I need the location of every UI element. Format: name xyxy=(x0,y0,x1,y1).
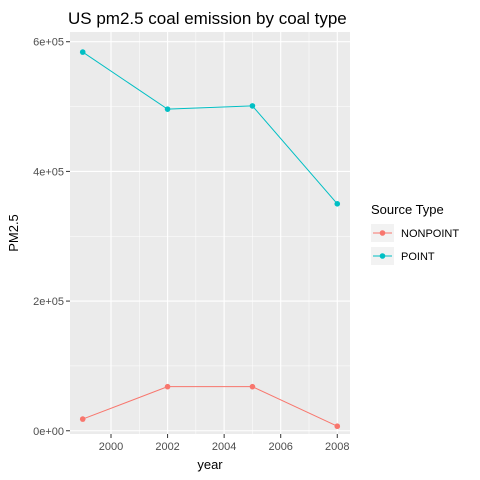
data-point-nonpoint xyxy=(164,383,171,390)
data-point-point xyxy=(249,103,256,109)
data-point-point xyxy=(79,49,86,55)
legend-item-point: POINT xyxy=(371,247,435,265)
x-tick-label: 2002 xyxy=(155,441,179,453)
x-axis-title: year xyxy=(197,457,223,472)
y-axis-title: PM2.5 xyxy=(6,214,21,252)
chart-title: US pm2.5 coal emission by coal type xyxy=(68,9,347,28)
x-tick-label: 2006 xyxy=(268,441,292,453)
y-tick-label: 0e+00 xyxy=(33,426,64,438)
legend: Source Type NONPOINT POINT xyxy=(371,202,459,265)
legend-label-nonpoint: NONPOINT xyxy=(401,228,459,240)
legend-point-nonpoint xyxy=(379,230,386,236)
x-tick-label: 2000 xyxy=(99,441,123,453)
data-point-point xyxy=(164,106,171,112)
y-tick-label: 6e+05 xyxy=(33,37,64,49)
series-line-point xyxy=(82,51,338,205)
legend-title: Source Type xyxy=(371,202,444,217)
data-point-nonpoint xyxy=(249,383,256,390)
data-point-point xyxy=(334,201,341,207)
x-tick-label: 2008 xyxy=(325,441,349,453)
legend-item-nonpoint: NONPOINT xyxy=(371,224,459,242)
y-tick-label: 4e+05 xyxy=(33,166,64,178)
series-line-nonpoint xyxy=(82,386,338,427)
grid-layer xyxy=(70,32,350,434)
data-point-nonpoint xyxy=(79,416,86,422)
series-layer xyxy=(79,49,341,430)
y-tick-label: 2e+05 xyxy=(33,296,64,308)
data-point-nonpoint xyxy=(334,423,341,430)
axis-layer: 2000 2002 2004 2006 2008 0e+00 2e+05 4e+05 6e+05 xyxy=(33,37,349,453)
legend-label-point: POINT xyxy=(401,251,435,263)
plot-panel xyxy=(70,32,350,434)
x-tick-label: 2004 xyxy=(212,441,236,453)
legend-point-point xyxy=(379,253,386,259)
